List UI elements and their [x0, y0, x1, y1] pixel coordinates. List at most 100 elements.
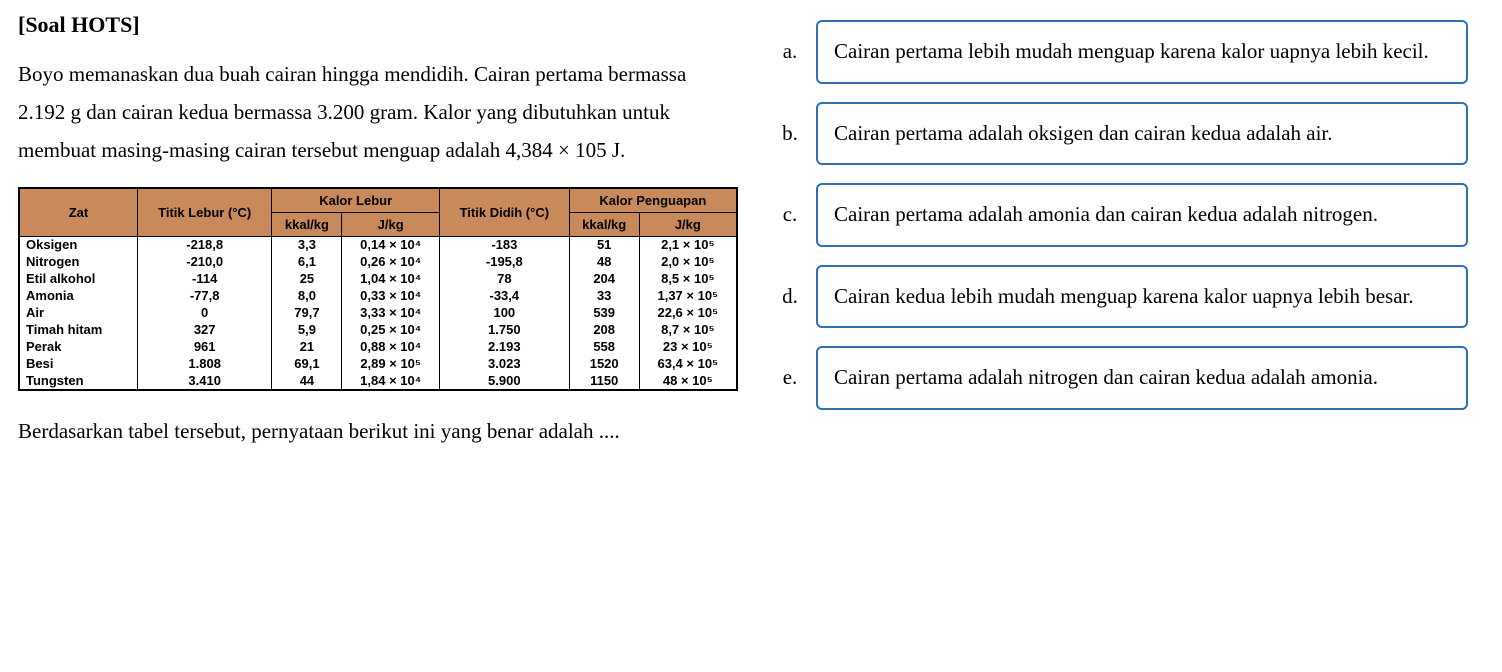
- cell-zat: Amonia: [19, 288, 137, 305]
- choice-box[interactable]: Cairan pertama adalah oksigen dan cairan…: [816, 102, 1468, 166]
- cell-kalor-penguapan-j: 2,0 × 10⁵: [639, 254, 737, 271]
- cell-kalor-penguapan-kkal: 51: [569, 237, 639, 254]
- choice-letter: c.: [778, 202, 802, 227]
- question-tail: Berdasarkan tabel tersebut, pernyataan b…: [18, 413, 738, 451]
- choice-box[interactable]: Cairan pertama lebih mudah menguap karen…: [816, 20, 1468, 84]
- cell-kalor-penguapan-j: 1,37 × 10⁵: [639, 288, 737, 305]
- cell-kalor-lebur-j: 0,14 × 10⁴: [342, 237, 440, 254]
- cell-kalor-penguapan-kkal: 48: [569, 254, 639, 271]
- table-row: Etil alkohol-114251,04 × 10⁴782048,5 × 1…: [19, 271, 737, 288]
- choice-text: Cairan pertama adalah amonia dan cairan …: [834, 202, 1378, 226]
- cell-zat: Timah hitam: [19, 322, 137, 339]
- choice[interactable]: d. Cairan kedua lebih mudah menguap karen…: [778, 265, 1468, 329]
- cell-titik-lebur: -77,8: [137, 288, 272, 305]
- col-kkalkg-lebur: kkal/kg: [272, 213, 342, 237]
- choice-letter: b.: [778, 121, 802, 146]
- data-table: ZatTitik Lebur (°C)Kalor LeburTitik Didi…: [18, 187, 738, 391]
- choice[interactable]: b. Cairan pertama adalah oksigen dan cair…: [778, 102, 1468, 166]
- col-kalor-lebur: Kalor Lebur: [272, 188, 440, 213]
- cell-kalor-penguapan-kkal: 1150: [569, 373, 639, 391]
- cell-kalor-penguapan-kkal: 558: [569, 339, 639, 356]
- problem-text: Boyo memanaskan dua buah cairan hingga m…: [18, 56, 738, 169]
- cell-titik-didih: 78: [439, 271, 569, 288]
- cell-titik-lebur: 1.808: [137, 356, 272, 373]
- col-zat: Zat: [19, 188, 137, 237]
- cell-kalor-lebur-kkal: 79,7: [272, 305, 342, 322]
- table-body: Oksigen-218,83,30,14 × 10⁴-183512,1 × 10…: [19, 237, 737, 391]
- col-jkg-penguapan: J/kg: [639, 213, 737, 237]
- cell-kalor-lebur-j: 2,89 × 10⁵: [342, 356, 440, 373]
- cell-titik-didih: 5.900: [439, 373, 569, 391]
- cell-kalor-lebur-j: 0,33 × 10⁴: [342, 288, 440, 305]
- table-row: Besi1.80869,12,89 × 10⁵3.023152063,4 × 1…: [19, 356, 737, 373]
- cell-zat: Oksigen: [19, 237, 137, 254]
- question-column: [Soal HOTS] Boyo memanaskan dua buah cai…: [18, 12, 738, 451]
- cell-titik-didih: -33,4: [439, 288, 569, 305]
- cell-kalor-penguapan-kkal: 208: [569, 322, 639, 339]
- choice[interactable]: c. Cairan pertama adalah amonia dan caira…: [778, 183, 1468, 247]
- cell-kalor-penguapan-j: 23 × 10⁵: [639, 339, 737, 356]
- cell-titik-didih: 100: [439, 305, 569, 322]
- cell-kalor-penguapan-kkal: 539: [569, 305, 639, 322]
- cell-titik-lebur: -114: [137, 271, 272, 288]
- cell-kalor-penguapan-j: 22,6 × 10⁵: [639, 305, 737, 322]
- cell-kalor-penguapan-j: 8,5 × 10⁵: [639, 271, 737, 288]
- choice-text: Cairan pertama adalah oksigen dan cairan…: [834, 121, 1333, 145]
- cell-titik-didih: -183: [439, 237, 569, 254]
- choice-text: Cairan kedua lebih mudah menguap karena …: [834, 284, 1414, 308]
- cell-kalor-lebur-j: 1,04 × 10⁴: [342, 271, 440, 288]
- cell-titik-didih: 2.193: [439, 339, 569, 356]
- choice-box[interactable]: Cairan pertama adalah nitrogen dan caira…: [816, 346, 1468, 410]
- cell-kalor-penguapan-kkal: 33: [569, 288, 639, 305]
- cell-kalor-lebur-kkal: 3,3: [272, 237, 342, 254]
- cell-zat: Besi: [19, 356, 137, 373]
- cell-titik-didih: -195,8: [439, 254, 569, 271]
- table-row: Nitrogen-210,06,10,26 × 10⁴-195,8482,0 ×…: [19, 254, 737, 271]
- cell-titik-didih: 3.023: [439, 356, 569, 373]
- choice-text: Cairan pertama lebih mudah menguap karen…: [834, 39, 1429, 63]
- cell-kalor-penguapan-kkal: 204: [569, 271, 639, 288]
- cell-zat: Perak: [19, 339, 137, 356]
- cell-kalor-lebur-kkal: 6,1: [272, 254, 342, 271]
- table-row: Air079,73,33 × 10⁴10053922,6 × 10⁵: [19, 305, 737, 322]
- question-heading: [Soal HOTS]: [18, 12, 738, 38]
- cell-kalor-lebur-j: 0,25 × 10⁴: [342, 322, 440, 339]
- cell-kalor-penguapan-j: 48 × 10⁵: [639, 373, 737, 391]
- cell-titik-lebur: -210,0: [137, 254, 272, 271]
- table-row: Tungsten3.410441,84 × 10⁴5.900115048 × 1…: [19, 373, 737, 391]
- cell-kalor-penguapan-kkal: 1520: [569, 356, 639, 373]
- cell-kalor-lebur-j: 0,26 × 10⁴: [342, 254, 440, 271]
- cell-titik-lebur: 3.410: [137, 373, 272, 391]
- cell-kalor-lebur-j: 1,84 × 10⁴: [342, 373, 440, 391]
- choice-letter: e.: [778, 365, 802, 390]
- cell-zat: Nitrogen: [19, 254, 137, 271]
- cell-kalor-lebur-kkal: 21: [272, 339, 342, 356]
- table-row: Oksigen-218,83,30,14 × 10⁴-183512,1 × 10…: [19, 237, 737, 254]
- table-row: Amonia-77,88,00,33 × 10⁴-33,4331,37 × 10…: [19, 288, 737, 305]
- cell-titik-lebur: -218,8: [137, 237, 272, 254]
- col-kalor-penguapan: Kalor Penguapan: [569, 188, 737, 213]
- table-row: Perak961210,88 × 10⁴2.19355823 × 10⁵: [19, 339, 737, 356]
- choice-letter: a.: [778, 39, 802, 64]
- cell-zat: Tungsten: [19, 373, 137, 391]
- cell-titik-lebur: 0: [137, 305, 272, 322]
- choice-box[interactable]: Cairan kedua lebih mudah menguap karena …: [816, 265, 1468, 329]
- cell-kalor-lebur-kkal: 25: [272, 271, 342, 288]
- cell-kalor-penguapan-j: 2,1 × 10⁵: [639, 237, 737, 254]
- col-kkalkg-penguapan: kkal/kg: [569, 213, 639, 237]
- choice[interactable]: a. Cairan pertama lebih mudah menguap kar…: [778, 20, 1468, 84]
- col-jkg-lebur: J/kg: [342, 213, 440, 237]
- choice-letter: d.: [778, 284, 802, 309]
- page: [Soal HOTS] Boyo memanaskan dua buah cai…: [0, 0, 1502, 463]
- cell-kalor-lebur-j: 0,88 × 10⁴: [342, 339, 440, 356]
- col-titik-lebur: Titik Lebur (°C): [137, 188, 272, 237]
- cell-kalor-lebur-j: 3,33 × 10⁴: [342, 305, 440, 322]
- cell-zat: Etil alkohol: [19, 271, 137, 288]
- choice-box[interactable]: Cairan pertama adalah amonia dan cairan …: [816, 183, 1468, 247]
- choice[interactable]: e. Cairan pertama adalah nitrogen dan cai…: [778, 346, 1468, 410]
- col-titik-didih: Titik Didih (°C): [439, 188, 569, 237]
- cell-titik-didih: 1.750: [439, 322, 569, 339]
- cell-titik-lebur: 327: [137, 322, 272, 339]
- cell-kalor-lebur-kkal: 44: [272, 373, 342, 391]
- table-header: ZatTitik Lebur (°C)Kalor LeburTitik Didi…: [19, 188, 737, 237]
